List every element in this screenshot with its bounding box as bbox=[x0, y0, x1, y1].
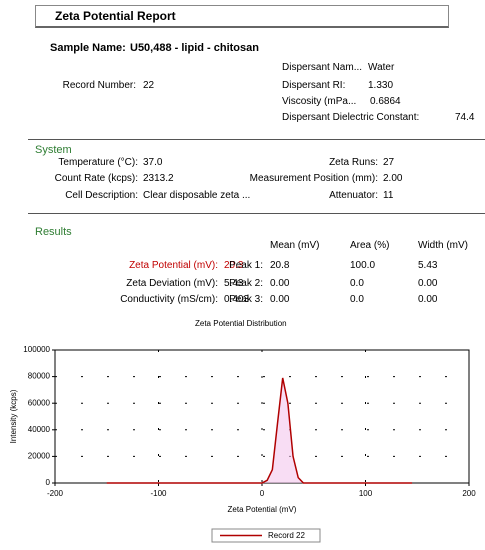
field-value: 74.4 bbox=[455, 112, 475, 123]
column-header: Width (mV) bbox=[418, 240, 468, 251]
sample-label: Sample Name: bbox=[50, 42, 126, 54]
x-tick-label: 100 bbox=[359, 489, 373, 498]
table-cell: 0.00 bbox=[418, 278, 438, 289]
x-tick-label: 200 bbox=[462, 489, 476, 498]
field-label: Temperature (°C): bbox=[58, 157, 138, 168]
record-label: Record Number: bbox=[62, 80, 136, 91]
field-label: Cell Description: bbox=[65, 190, 138, 201]
field-value: 2.00 bbox=[383, 173, 403, 184]
field-label: Zeta Deviation (mV): bbox=[126, 278, 218, 289]
table-cell: 0.0 bbox=[350, 294, 364, 305]
column-header: Area (%) bbox=[350, 240, 390, 251]
y-tick-label: 20000 bbox=[28, 452, 51, 461]
field-value: Water bbox=[368, 62, 395, 73]
field-label: Dispersant RI: bbox=[282, 80, 346, 91]
field-label: Count Rate (kcps): bbox=[54, 173, 138, 184]
peak-label: Peak 2: bbox=[229, 278, 263, 289]
series-area bbox=[106, 377, 413, 483]
peak-label: Peak 1: bbox=[229, 260, 263, 271]
report-title: Zeta Potential Report bbox=[55, 9, 176, 23]
section-title: Results bbox=[35, 226, 72, 238]
section-title: System bbox=[35, 144, 72, 156]
field-value: 5.43 bbox=[224, 278, 244, 289]
x-tick-label: -200 bbox=[47, 489, 64, 498]
field-value: 20.3 bbox=[224, 260, 244, 271]
separator bbox=[28, 213, 485, 214]
legend-box bbox=[211, 528, 321, 543]
series-line bbox=[106, 377, 413, 484]
field-value: 0.403 bbox=[224, 294, 250, 305]
legend-label: Record 22 bbox=[268, 531, 305, 540]
sample-value: U50,488 - lipid - chitosan bbox=[130, 42, 259, 54]
field-label: Viscosity (mPa... bbox=[282, 96, 357, 107]
table-cell: 0.0 bbox=[350, 278, 364, 289]
y-tick-label: 100000 bbox=[23, 345, 50, 354]
table-cell: 100.0 bbox=[350, 260, 376, 271]
field-label: Zeta Runs: bbox=[329, 157, 378, 168]
record-value: 22 bbox=[143, 80, 155, 91]
x-tick-label: 0 bbox=[260, 489, 265, 498]
table-cell: 5.43 bbox=[418, 260, 438, 271]
x-tick-label: -100 bbox=[150, 489, 167, 498]
field-label: Dispersant Dielectric Constant: bbox=[282, 112, 420, 123]
field-value: 27 bbox=[383, 157, 395, 168]
plot-frame bbox=[54, 349, 470, 484]
x-axis-label: Zeta Potential (mV) bbox=[228, 505, 297, 514]
chart-title: Zeta Potential Distribution bbox=[195, 319, 287, 328]
y-tick-label: 60000 bbox=[28, 398, 51, 407]
title-box bbox=[35, 5, 449, 28]
field-label: Conductivity (mS/cm): bbox=[120, 294, 218, 305]
field-value: 11 bbox=[383, 190, 394, 201]
field-label: Attenuator: bbox=[329, 190, 378, 201]
field-value: Clear disposable zeta ... bbox=[143, 190, 251, 201]
separator bbox=[28, 139, 485, 140]
field-label: Dispersant Nam... bbox=[282, 62, 363, 73]
y-tick-label: 40000 bbox=[28, 425, 51, 434]
table-cell: 0.00 bbox=[418, 294, 438, 305]
y-axis-label: Intensity (kcps) bbox=[9, 389, 18, 443]
field-value: 0.6864 bbox=[370, 96, 401, 107]
field-value: 2313.2 bbox=[143, 173, 174, 184]
table-cell: 0.00 bbox=[270, 278, 290, 289]
field-value: 1.330 bbox=[368, 80, 394, 91]
column-header: Mean (mV) bbox=[270, 240, 320, 251]
field-label: Measurement Position (mm): bbox=[249, 173, 378, 184]
field-label: Zeta Potential (mV): bbox=[129, 260, 218, 271]
y-tick-label: 80000 bbox=[28, 372, 51, 381]
peak-label: Peak 3: bbox=[229, 294, 263, 305]
table-cell: 20.8 bbox=[270, 260, 290, 271]
field-value: 37.0 bbox=[143, 157, 163, 168]
table-cell: 0.00 bbox=[270, 294, 290, 305]
y-tick-label: 0 bbox=[46, 478, 51, 487]
